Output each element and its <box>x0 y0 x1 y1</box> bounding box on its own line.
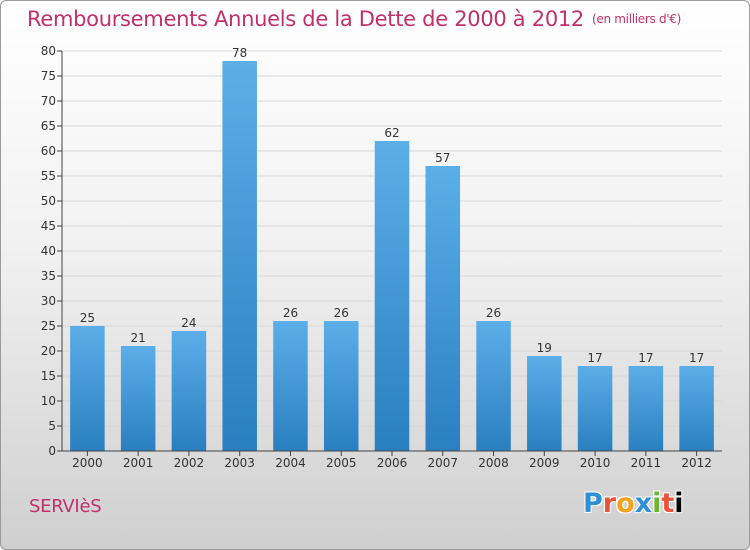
y-tick-label: 40 <box>41 244 56 258</box>
bar <box>120 346 156 451</box>
y-tick-label: 35 <box>41 269 56 283</box>
y-tick-label: 50 <box>41 194 56 208</box>
bar-value-label: 17 <box>689 351 704 365</box>
x-tick-label: 2000 <box>72 456 103 470</box>
chart-title: Remboursements Annuels de la Dette de 20… <box>27 7 681 31</box>
town-name: SERVIèS <box>29 496 102 517</box>
chart-title-text: Remboursements Annuels de la Dette de 20… <box>27 7 584 31</box>
bar <box>425 166 461 451</box>
bar-value-label: 62 <box>384 126 399 140</box>
bar-value-label: 26 <box>334 306 349 320</box>
bar-value-label: 26 <box>283 306 298 320</box>
bar <box>679 366 714 451</box>
y-tick-label: 5 <box>48 419 56 433</box>
x-tick-label: 2011 <box>631 456 662 470</box>
x-tick-label: 2006 <box>377 456 408 470</box>
y-tick-label: 10 <box>41 394 56 408</box>
x-tick-label: 2008 <box>478 456 509 470</box>
y-tick-label: 55 <box>41 169 56 183</box>
bar-value-label: 17 <box>587 351 602 365</box>
bar-value-label: 57 <box>435 151 450 165</box>
bar <box>323 321 359 451</box>
x-tick-label: 2002 <box>174 456 205 470</box>
y-tick-label: 70 <box>41 94 56 108</box>
bar-value-label: 19 <box>537 341 552 355</box>
bar-value-label: 21 <box>131 331 146 345</box>
y-tick-label: 15 <box>41 369 56 383</box>
bar-value-label: 25 <box>80 311 95 325</box>
bar <box>577 366 613 451</box>
bar <box>476 321 511 451</box>
x-tick-label: 2001 <box>123 456 154 470</box>
bar-value-label: 78 <box>232 46 247 60</box>
bar <box>273 321 308 451</box>
y-tick-label: 0 <box>48 444 56 458</box>
y-tick-label: 65 <box>41 119 56 133</box>
bar <box>628 366 664 451</box>
proxiti-logo: Proxiti <box>583 488 684 519</box>
chart-unit: (en milliers d'€) <box>592 12 682 26</box>
x-tick-label: 2012 <box>681 456 712 470</box>
x-tick-label: 2005 <box>326 456 357 470</box>
y-tick-label: 25 <box>41 319 56 333</box>
x-tick-label: 2004 <box>275 456 306 470</box>
bar-value-label: 26 <box>486 306 501 320</box>
bar <box>222 61 257 451</box>
y-tick-label: 60 <box>41 144 56 158</box>
x-tick-label: 2009 <box>529 456 560 470</box>
x-tick-label: 2010 <box>580 456 611 470</box>
y-tick-label: 45 <box>41 219 56 233</box>
bar-value-label: 24 <box>181 316 196 330</box>
x-tick-label: 2007 <box>427 456 458 470</box>
bar <box>171 331 207 451</box>
y-tick-label: 20 <box>41 344 56 358</box>
bar <box>374 141 410 451</box>
bar-value-label: 17 <box>638 351 653 365</box>
y-tick-label: 30 <box>41 294 56 308</box>
bar <box>70 326 105 451</box>
x-tick-label: 2003 <box>224 456 255 470</box>
y-tick-label: 75 <box>41 69 56 83</box>
bar <box>527 356 562 451</box>
y-tick-label: 80 <box>41 44 56 58</box>
